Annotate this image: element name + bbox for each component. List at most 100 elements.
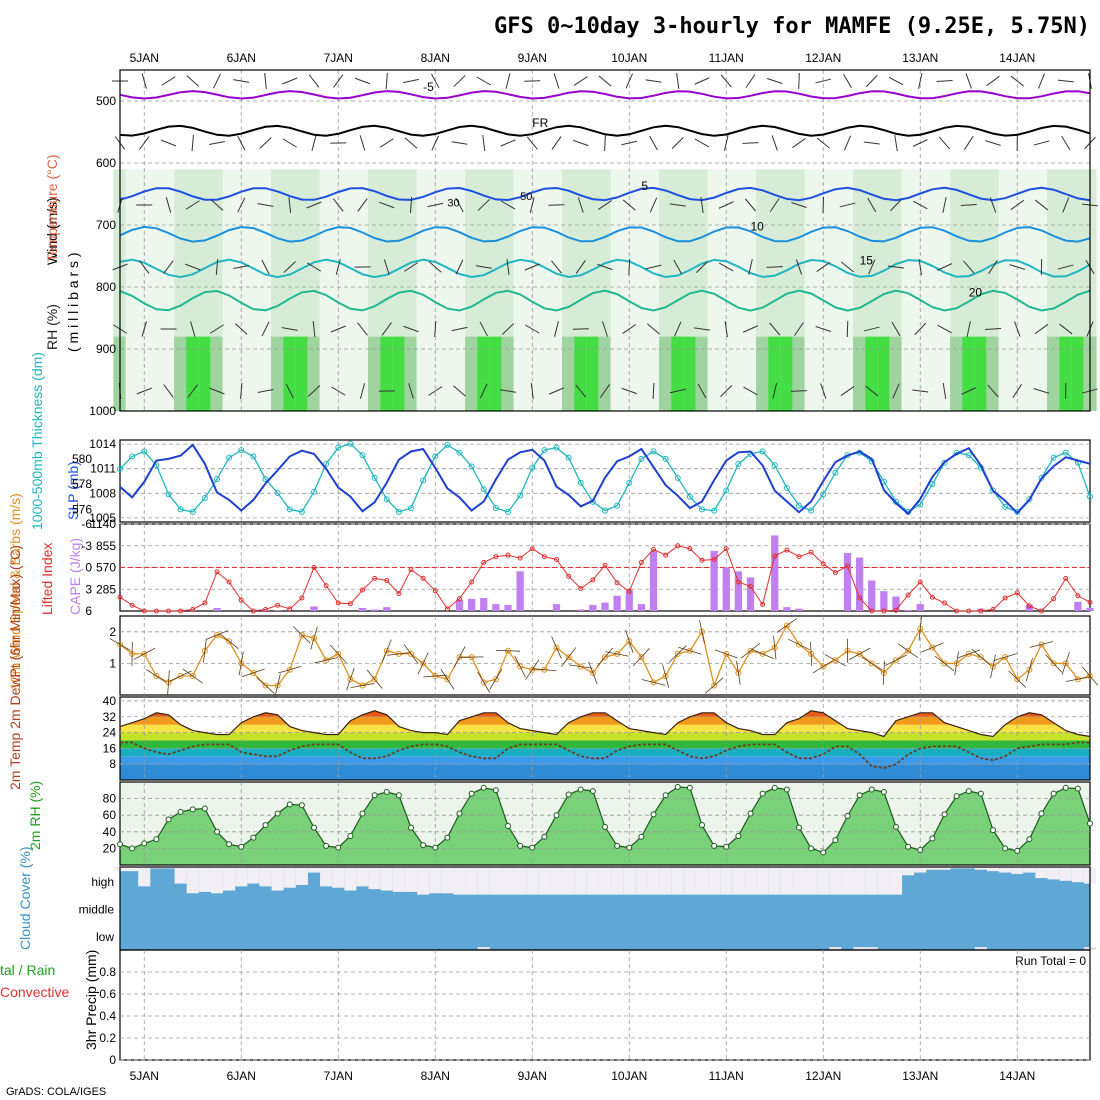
high-cloud-gap (841, 867, 854, 895)
wind-barb (233, 79, 250, 83)
y-tick-label: 40 (103, 825, 117, 839)
wind-barb (163, 260, 174, 274)
wind-barb (602, 321, 608, 337)
thickness-point (735, 460, 742, 467)
wind-barb (668, 645, 687, 663)
lifted-index-point (214, 569, 220, 575)
cape-bar (734, 571, 743, 611)
wind-barb (812, 659, 834, 674)
wind-barb (934, 655, 955, 672)
lifted-index-point (614, 580, 620, 586)
wind-speed-point (783, 622, 790, 629)
wind-speed-point (662, 673, 669, 680)
wind-speed-point (262, 682, 269, 689)
rh-shade-cell (683, 336, 697, 411)
high-cloud-gap (138, 867, 151, 887)
cape-bar (358, 607, 367, 611)
lifted-index-point (808, 549, 814, 555)
top-day-axis: 5JAN 6JAN 7JAN 8JAN 9JAN 10JAN 11JAN 12JAN 13JAN… (130, 51, 1036, 65)
wind-barb (573, 76, 588, 86)
high-cloud-gap (538, 867, 551, 895)
thickness-point (311, 488, 317, 495)
rh-point (917, 847, 924, 854)
wind-barb (1038, 73, 1045, 89)
wind-barb (1033, 388, 1050, 394)
thickness-point (129, 453, 136, 460)
rh-shade-cell (962, 336, 976, 411)
rh-point (577, 786, 584, 793)
temperature-band (120, 748, 1090, 757)
wind-barb (551, 136, 562, 150)
isotherm-line (119, 90, 1091, 100)
rh-point (856, 792, 863, 799)
isotherm-line (119, 289, 1091, 312)
thickness-point (262, 476, 269, 483)
wind-barb (863, 326, 880, 332)
high-cloud-gap (429, 867, 442, 894)
rh-shade-cell (780, 336, 794, 411)
wind-barb (822, 196, 825, 214)
y-tick-label: 1011 (90, 462, 116, 476)
wind-speed-point (250, 669, 257, 676)
wind-speed-point (893, 657, 899, 664)
lifted-index-point (457, 596, 462, 602)
cape-bar (504, 604, 512, 611)
thickness-point (432, 453, 439, 460)
wind-barb (241, 668, 265, 678)
high-cloud-gap (1047, 867, 1060, 880)
rh-point (480, 784, 487, 791)
high-cloud-gap (550, 867, 563, 895)
rh-point (129, 845, 136, 852)
thickness-point (602, 507, 608, 514)
y-tick-label: 1140 (90, 517, 116, 531)
high-cloud-gap (210, 867, 224, 894)
wind-barb (501, 323, 515, 335)
high-cloud-gap (417, 867, 430, 895)
wind-barb (662, 664, 670, 688)
thickness-point (614, 502, 621, 509)
high-cloud-gap (586, 867, 599, 895)
thickness-point (990, 487, 996, 494)
wind-barb (314, 657, 338, 664)
rh-shade-cell (731, 169, 745, 411)
rh-point (177, 808, 184, 815)
wind-speed-point (298, 631, 305, 638)
cross-section-panel: Wind (m/s) Temperature (°C) RH (%) ( m i… (44, 69, 1099, 418)
wind-speed-point (832, 657, 839, 664)
rh-point (298, 802, 305, 809)
wind-speed-point (1087, 673, 1093, 680)
thickness-point (783, 484, 790, 491)
high-cloud-gap (805, 867, 818, 895)
rh-shade-cell (853, 336, 867, 411)
wind-speed-point (117, 641, 123, 648)
lifted-index-point (396, 591, 402, 597)
cross-section-frame (119, 69, 1091, 412)
rh-point (153, 836, 160, 843)
wind-barb (553, 73, 560, 89)
wind-barb (1033, 140, 1050, 146)
rh-point (735, 832, 742, 839)
rh-shade-cell (610, 169, 624, 411)
thickness-point (408, 505, 414, 512)
lifted-index-point (857, 595, 863, 601)
thickness-tick: 576 (72, 502, 92, 516)
rh-point (492, 787, 499, 794)
lifted-index-point (1063, 575, 1069, 581)
wind-speed-point (674, 650, 681, 657)
wind-barb (839, 202, 856, 208)
wind-barb (867, 197, 877, 213)
thickness-point (565, 454, 572, 461)
day-label: 7JAN (324, 51, 353, 65)
lifted-index-point (748, 583, 753, 589)
wind-barb (1061, 135, 1071, 151)
high-cloud-gap (380, 867, 393, 891)
lifted-index-point (384, 578, 390, 584)
lifted-index-point (481, 559, 487, 565)
rh-point (1038, 810, 1045, 817)
wind-barb (887, 265, 905, 269)
wind-barb (182, 668, 203, 684)
rh-point (783, 786, 790, 793)
wind-barb (788, 638, 810, 651)
rh-point (201, 805, 208, 812)
rh-point (1087, 820, 1093, 827)
